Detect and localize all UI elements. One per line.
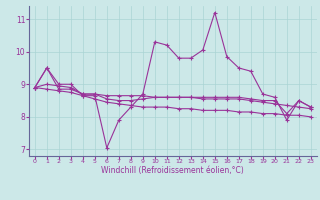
X-axis label: Windchill (Refroidissement éolien,°C): Windchill (Refroidissement éolien,°C)	[101, 166, 244, 175]
